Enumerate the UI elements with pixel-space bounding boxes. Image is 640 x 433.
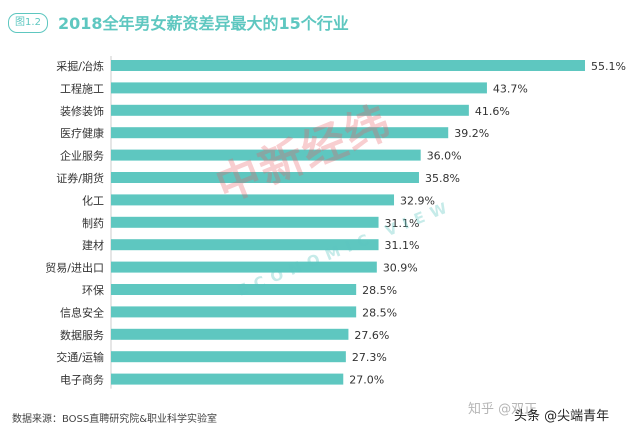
value-label: 30.9%: [383, 262, 418, 275]
value-label: 27.0%: [349, 374, 384, 387]
bar: [111, 306, 357, 318]
value-label: 27.3%: [352, 351, 387, 364]
bar: [111, 328, 349, 340]
category-label: 工程施工: [60, 82, 104, 95]
bar: [111, 373, 344, 385]
value-label: 28.5%: [362, 306, 397, 319]
category-label: 证券/期货: [56, 171, 104, 185]
category-label: 贸易/进出口: [45, 261, 104, 275]
category-label: 制药: [82, 217, 104, 230]
value-label: 31.1%: [385, 239, 420, 252]
value-label: 43.7%: [493, 82, 528, 95]
watermark-toutiao: 头条 @尖端青年: [514, 409, 610, 424]
bar: [111, 60, 585, 71]
value-label: 35.8%: [425, 172, 460, 185]
category-label: 电子商务: [60, 373, 104, 387]
value-label: 28.5%: [362, 284, 397, 297]
bar: [111, 172, 419, 183]
category-label: 环保: [82, 283, 104, 297]
data-source-note: 数据来源：BOSS直聘研究院&职业科学实验室: [12, 414, 218, 425]
bar: [111, 239, 379, 251]
value-label: 55.1%: [591, 60, 626, 73]
category-label: 交通/运输: [56, 350, 104, 364]
category-label: 企业服务: [60, 149, 104, 163]
figure-label: 图1.2: [8, 13, 48, 33]
category-label: 数据服务: [60, 328, 104, 342]
watermark-zhihu: 知乎 @双正: [468, 402, 538, 417]
category-label: 医疗健康: [60, 126, 104, 140]
value-label: 39.2%: [454, 127, 489, 140]
category-label: 采掘/冶炼: [56, 59, 104, 73]
value-label: 31.1%: [385, 217, 420, 230]
bar: [111, 216, 379, 228]
value-label: 36.0%: [427, 150, 462, 163]
chart-title: 2018全年男女薪资差异最大的15个行业: [58, 14, 349, 33]
bar: [111, 261, 377, 273]
bar: [111, 127, 449, 139]
category-label: 化工: [82, 193, 104, 207]
value-label: 27.6%: [354, 329, 389, 342]
bar: [111, 351, 346, 363]
value-label: 41.6%: [475, 105, 510, 118]
bar: [111, 284, 357, 295]
bar: [111, 82, 487, 94]
bar: [111, 149, 421, 161]
bar: [111, 104, 469, 116]
category-label: 信息安全: [60, 305, 104, 319]
bar: [111, 194, 395, 206]
category-label: 建材: [82, 238, 104, 252]
category-label: 装修装饰: [60, 104, 104, 118]
value-label: 32.9%: [400, 194, 435, 207]
